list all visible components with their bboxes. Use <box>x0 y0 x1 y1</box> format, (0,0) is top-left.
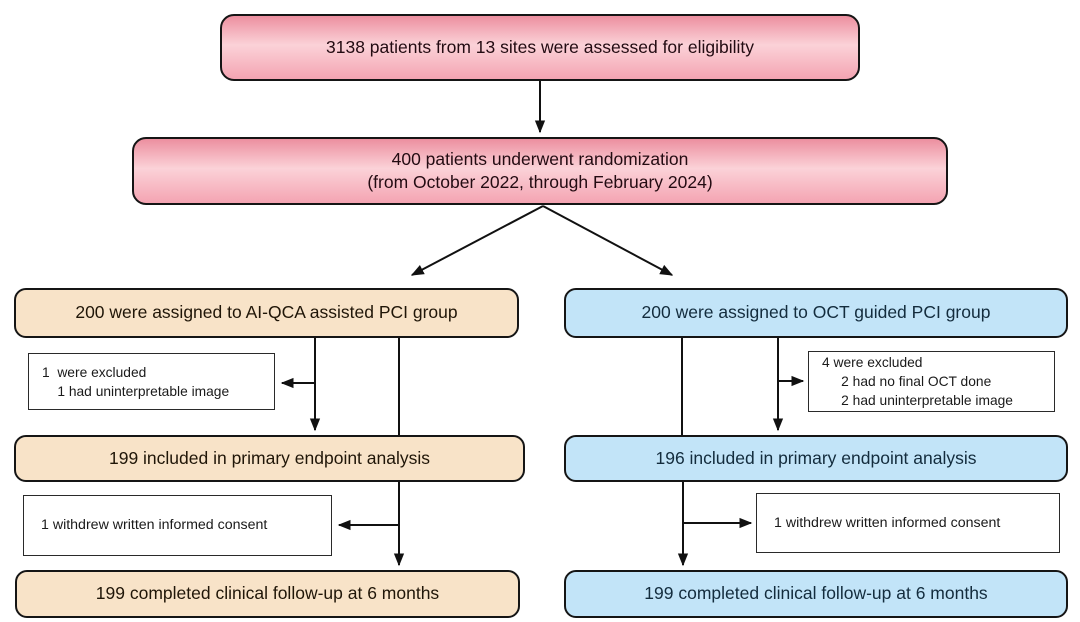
left-included-box: 199 included in primary endpoint analysi… <box>14 435 525 482</box>
left-exclusion-box: 1 were excluded 1 had uninterpretable im… <box>28 353 275 410</box>
left-assigned-text: 200 were assigned to AI-QCA assisted PCI… <box>75 302 458 323</box>
eligibility-box: 3138 patients from 13 sites were assesse… <box>220 14 860 81</box>
right-completed-box: 199 completed clinical follow-up at 6 mo… <box>564 570 1068 618</box>
right-withdrawal-text: 1 withdrew written informed consent <box>774 514 1001 531</box>
right-exclusion-line-3: 2 had uninterpretable image <box>822 393 1013 408</box>
left-assigned-box: 200 were assigned to AI-QCA assisted PCI… <box>14 288 519 338</box>
eligibility-text: 3138 patients from 13 sites were assesse… <box>326 36 754 57</box>
arrow-randomization-to-left-arm <box>410 205 544 276</box>
right-exclusion-line-1: 4 were excluded <box>822 355 923 370</box>
right-included-box: 196 included in primary endpoint analysi… <box>564 435 1068 482</box>
left-withdrawal-text: 1 withdrew written informed consent <box>41 517 268 533</box>
left-completed-text: 199 completed clinical follow-up at 6 mo… <box>95 583 440 604</box>
right-exclusion-box: 4 were excluded 2 had no final OCT done … <box>808 351 1055 412</box>
right-exclusion-line-2: 2 had no final OCT done <box>822 374 992 389</box>
right-assigned-box: 200 were assigned to OCT guided PCI grou… <box>564 288 1068 338</box>
left-completed-box: 199 completed clinical follow-up at 6 mo… <box>15 570 520 618</box>
left-included-text: 199 included in primary endpoint analysi… <box>108 447 431 468</box>
right-assigned-text: 200 were assigned to OCT guided PCI grou… <box>641 302 991 323</box>
left-exclusion-line-1: 1 were excluded <box>42 364 147 380</box>
left-exclusion-line-2: 1 had uninterpretable image <box>42 383 230 399</box>
randomization-text-line1: 400 patients underwent randomization <box>391 148 689 169</box>
randomization-box: 400 patients underwent randomization (fr… <box>132 137 948 205</box>
randomization-text-line2: (from October 2022, through February 202… <box>367 172 713 192</box>
right-included-text: 196 included in primary endpoint analysi… <box>655 447 977 468</box>
left-withdrawal-box: 1 withdrew written informed consent <box>23 495 332 556</box>
right-completed-text: 199 completed clinical follow-up at 6 mo… <box>644 583 988 604</box>
right-withdrawal-box: 1 withdrew written informed consent <box>756 493 1060 553</box>
arrow-randomization-to-right-arm <box>542 205 674 276</box>
